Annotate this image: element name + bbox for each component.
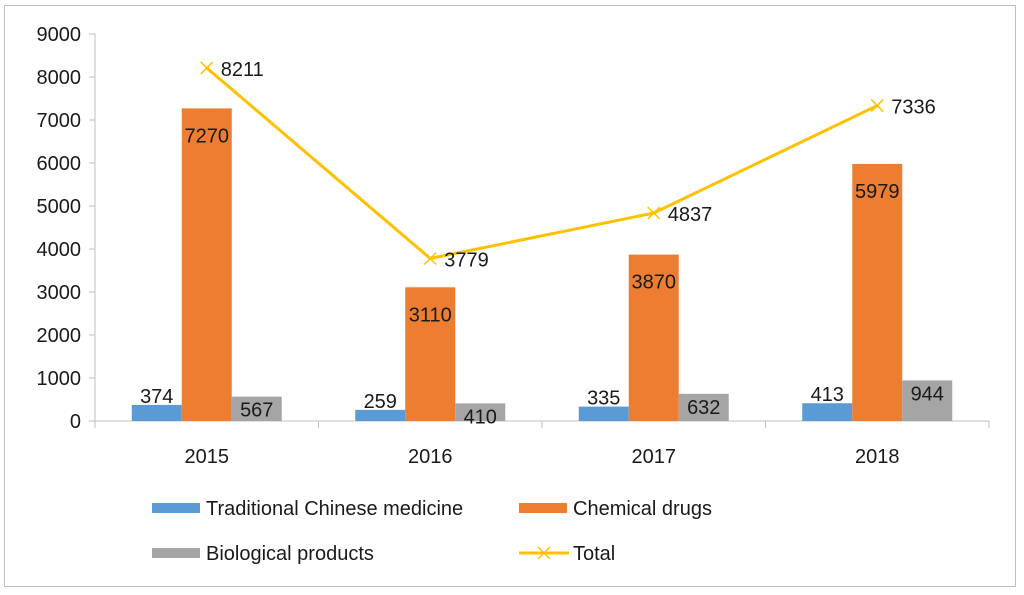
bar-biological-products	[678, 393, 729, 421]
data-label-biological-products: 567	[240, 400, 273, 422]
bars	[131, 108, 953, 421]
legend-label: Traditional Chinese medicine	[206, 498, 463, 520]
data-label-chemical-drugs: 5979	[855, 181, 900, 203]
total-line-group	[200, 61, 884, 266]
x-tick-label: 2015	[185, 446, 230, 468]
data-label-total: 8211	[221, 59, 264, 81]
total-marker	[200, 61, 214, 75]
bar-traditional-chinese-medicine	[355, 409, 406, 421]
y-tick-label: 0	[70, 411, 81, 433]
bar-chemical-drugs	[405, 287, 456, 421]
axes: 0 1000 2000 3000 4000 5000 6000 7000 8000 9000 201…	[37, 24, 990, 468]
y-tick-label: 6000	[37, 153, 82, 175]
y-tick-label: 8000	[37, 67, 82, 89]
legend-item-biological-products: Biological products	[152, 543, 374, 565]
data-label-total: 4837	[668, 204, 713, 226]
total-line	[205, 66, 878, 261]
x-tick-label: 2018	[855, 446, 900, 468]
data-label-chemical-drugs: 3110	[409, 304, 452, 326]
data-label-chemical-drugs: 3870	[632, 272, 677, 294]
legend: Traditional Chinese medicine Chemical dru…	[152, 498, 712, 565]
legend-swatch	[152, 503, 200, 513]
data-label-chemical-drugs: 7270	[185, 125, 230, 147]
data-label-biological-products: 410	[464, 406, 497, 428]
data-label-biological-products: 944	[911, 383, 944, 405]
data-label-traditional-chinese-medicine: 374	[140, 386, 173, 408]
bar-traditional-chinese-medicine	[802, 403, 853, 421]
legend-label: Biological products	[206, 543, 374, 565]
y-tick-label: 2000	[37, 325, 82, 347]
bar-traditional-chinese-medicine	[578, 406, 629, 421]
legend-label: Chemical drugs	[573, 498, 712, 520]
x-tick-label: 2017	[632, 446, 677, 468]
chart-frame	[4, 5, 1016, 587]
data-label-total: 3779	[444, 250, 489, 272]
legend-item-chemical-drugs: Chemical drugs	[519, 498, 712, 520]
data-label-traditional-chinese-medicine: 335	[587, 388, 620, 410]
y-tick-label: 4000	[37, 239, 82, 261]
bar-biological-products	[455, 403, 506, 421]
data-label-total: 7336	[891, 97, 936, 119]
legend-label: Total	[573, 543, 615, 565]
y-tick-label: 5000	[37, 196, 82, 218]
y-tick-label: 3000	[37, 282, 82, 304]
bar-chemical-drugs	[852, 163, 903, 421]
legend-swatch	[152, 548, 200, 558]
bar-chemical-drugs	[628, 254, 679, 421]
bar-chemical-drugs	[181, 108, 232, 421]
bar-biological-products	[902, 380, 953, 421]
bar-biological-products	[231, 396, 282, 421]
data-label-biological-products: 632	[687, 397, 720, 419]
y-tick-label: 1000	[37, 368, 82, 390]
data-label-traditional-chinese-medicine: 259	[364, 391, 397, 413]
total-marker	[870, 99, 884, 113]
legend-item-total: Total	[519, 543, 615, 565]
legend-item-traditional-chinese-medicine: Traditional Chinese medicine	[152, 498, 463, 520]
data-label-traditional-chinese-medicine: 413	[811, 384, 844, 406]
total-marker	[647, 206, 661, 220]
y-tick-label: 9000	[37, 24, 82, 46]
legend-swatch	[519, 503, 567, 513]
x-tick-label: 2016	[408, 446, 453, 468]
total-marker	[423, 251, 437, 266]
y-tick-label: 7000	[37, 110, 82, 132]
data-labels: 374 259 335 413 7270 3110 3870 5979 567 410 632 944…	[140, 59, 944, 428]
bar-traditional-chinese-medicine	[131, 404, 182, 421]
